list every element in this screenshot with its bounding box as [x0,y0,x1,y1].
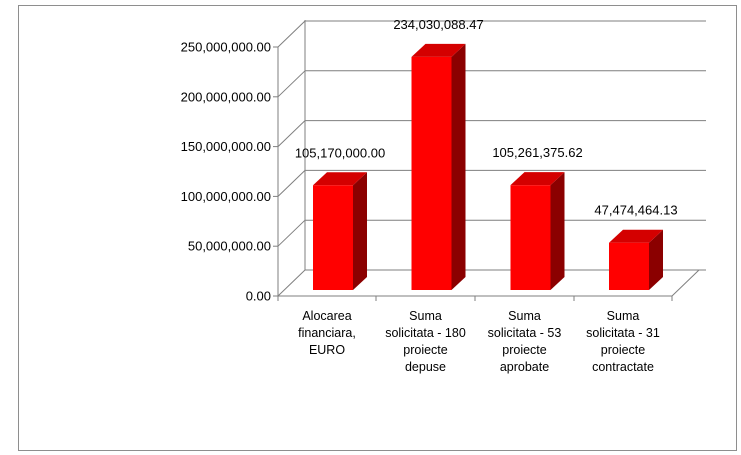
x-category-label-line: proiecte [502,343,547,357]
y-tick-label: 0.00 [246,289,271,304]
x-category-label-line: Suma [508,309,541,323]
data-label: 105,261,375.62 [492,145,582,160]
gridline-diagonal [277,170,306,197]
x-category-label-line: solicitata - 31 [586,326,660,340]
data-label: 234,030,088.47 [393,17,483,32]
chart-frame [18,5,737,451]
x-category-label-line: depuse [405,360,446,374]
bar-top [510,172,565,186]
x-category-label: Alocarea financiara, EURO [298,309,356,357]
y-tick-label: 100,000,000.00 [181,189,271,204]
data-label: 47,474,464.13 [594,203,677,218]
floor-right-edge [671,269,700,297]
x-category-label-line: aprobate [500,360,549,374]
y-tick-label: 150,000,000.00 [181,139,271,154]
bar-side [649,229,663,290]
y-tick-label: 50,000,000.00 [188,239,271,254]
x-category-label-line: proiecte [403,343,448,357]
x-category-label-line: solicitata - 180 [385,326,466,340]
y-tick-label: 200,000,000.00 [181,89,271,104]
x-category-label: Suma solicitata - 53 proiecte aprobate [488,309,562,374]
gridline-diagonal [277,20,306,48]
x-category-label-line: EURO [309,343,345,357]
x-category-label-line: Alocarea [302,309,351,323]
x-category-label-line: financiara, [298,326,356,340]
x-category-label: Suma solicitata - 31 proiecte contractate [586,309,660,374]
bar [609,242,649,290]
bar-side [550,172,565,290]
data-label: 105,170,000.00 [295,145,385,160]
x-category-label-line: proiecte [601,343,646,357]
gridline-diagonal [277,120,306,147]
x-category-label: Suma solicitata - 180 proiecte depuse [385,309,466,374]
bar [411,56,452,290]
x-category-label-line: solicitata - 53 [488,326,562,340]
x-category-label-line: Suma [607,309,640,323]
bar [313,185,353,290]
gridline-diagonal [277,70,306,98]
x-category-label-line: Suma [409,309,442,323]
bar-top [609,229,663,243]
bar-top [411,43,466,57]
gridline-diagonal [277,269,306,297]
x-category-label-line: contractate [592,360,654,374]
bar-top [313,172,367,186]
bar [510,185,551,290]
bar-side [451,43,466,290]
gridline-diagonal [277,219,306,247]
bar-side [353,172,367,290]
y-tick-label: 250,000,000.00 [181,40,271,55]
